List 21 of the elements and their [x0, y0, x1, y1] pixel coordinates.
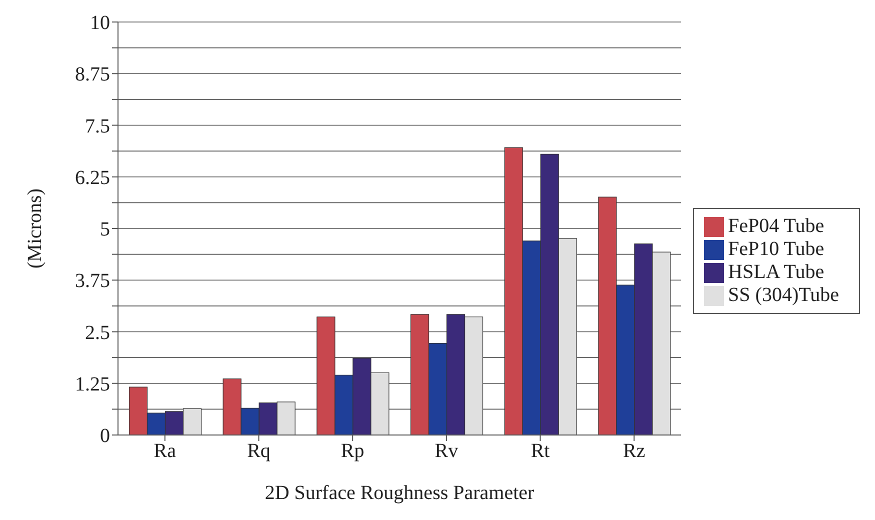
y-tick-label: 5: [100, 218, 110, 241]
legend-label: FeP04 Tube: [728, 214, 824, 236]
y-axis-title: (Microns): [24, 188, 46, 268]
y-tick-label: 0: [100, 425, 110, 448]
y-tick-label: 8.75: [75, 64, 110, 86]
y-tick-label: 10: [90, 12, 110, 34]
legend-label: FeP10 Tube: [728, 238, 824, 260]
legend-label: HSLA Tube: [728, 260, 824, 282]
y-tick-label: 7.5: [85, 115, 110, 138]
x-axis-title: 2D Surface Roughness Parameter: [264, 482, 535, 504]
x-tick-label: Rv: [434, 440, 458, 462]
x-tick-label: Ra: [154, 440, 176, 462]
y-tick-label: 6.25: [75, 166, 110, 189]
x-tick-label: Rq: [247, 440, 270, 462]
y-tick-label: 1.25: [75, 373, 110, 396]
y-tick-label: 3.75: [75, 270, 110, 292]
x-tick-label: Rz: [623, 440, 646, 462]
x-tick-label: Rt: [530, 440, 550, 462]
x-tick-label: Rp: [340, 440, 364, 462]
legend-label: SS (304)Tube: [728, 284, 839, 306]
y-tick-label: 2.5: [85, 322, 110, 344]
